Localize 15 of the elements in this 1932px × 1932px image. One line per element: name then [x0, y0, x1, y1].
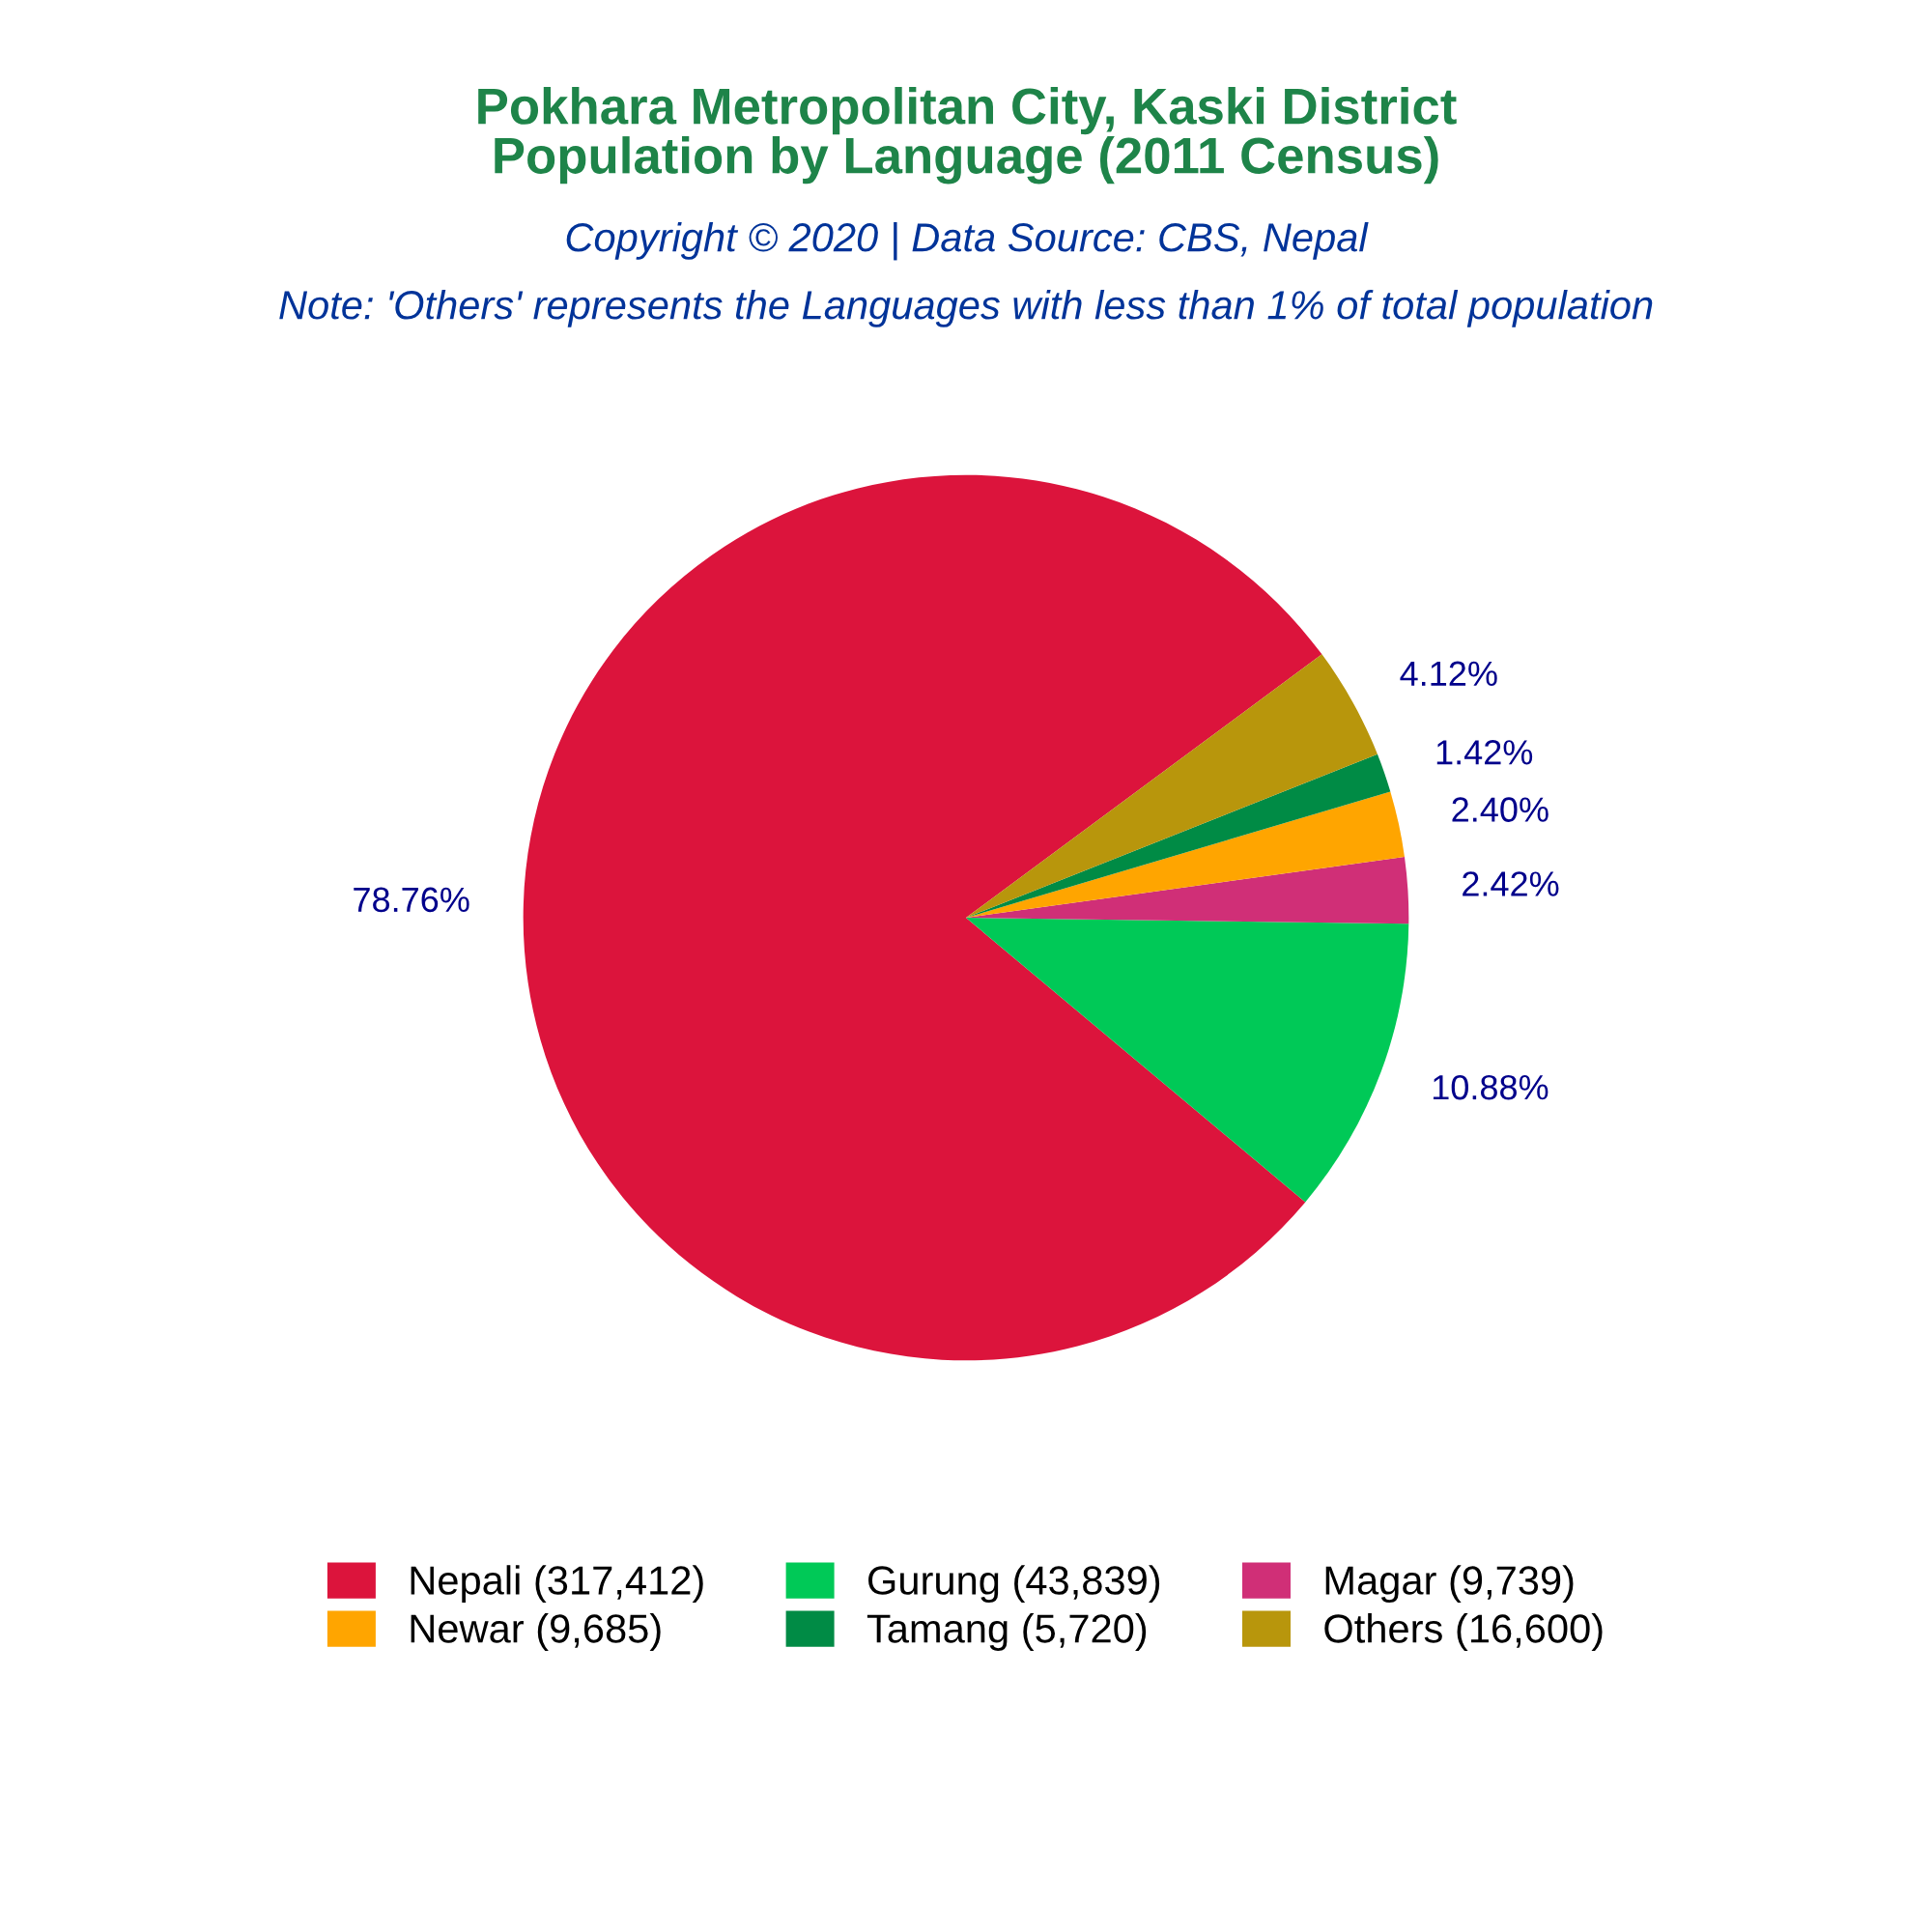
data-label: 2.40%	[1452, 797, 1548, 822]
legend-label: Tamang (5,720)	[867, 1613, 1147, 1651]
legend-label: Nepali (317,412)	[411, 1565, 703, 1604]
data-label: 2.42%	[1463, 871, 1559, 896]
chart-subtitle: Copyright © 2020 | Data Source: CBS, Nepal	[566, 222, 1369, 261]
legend-label: Others (16,600)	[1324, 1613, 1603, 1651]
chart-title: Pokhara Metropolitan City, Kaski District Population by Language (2011 Census)	[478, 87, 1457, 185]
data-label: 10.88%	[1433, 1074, 1548, 1100]
data-label: 78.76%	[354, 887, 469, 913]
legend-label: Newar (9,685)	[411, 1613, 661, 1651]
data-label: 1.42%	[1436, 740, 1533, 765]
data-label: 4.12%	[1400, 661, 1497, 687]
text: Note: 'Others' represents the Languages with less than 1% of total population	[279, 290, 1653, 327]
legend-label: Gurung (43,839)	[868, 1565, 1160, 1604]
legend-label: Magar (9,739)	[1325, 1565, 1574, 1604]
